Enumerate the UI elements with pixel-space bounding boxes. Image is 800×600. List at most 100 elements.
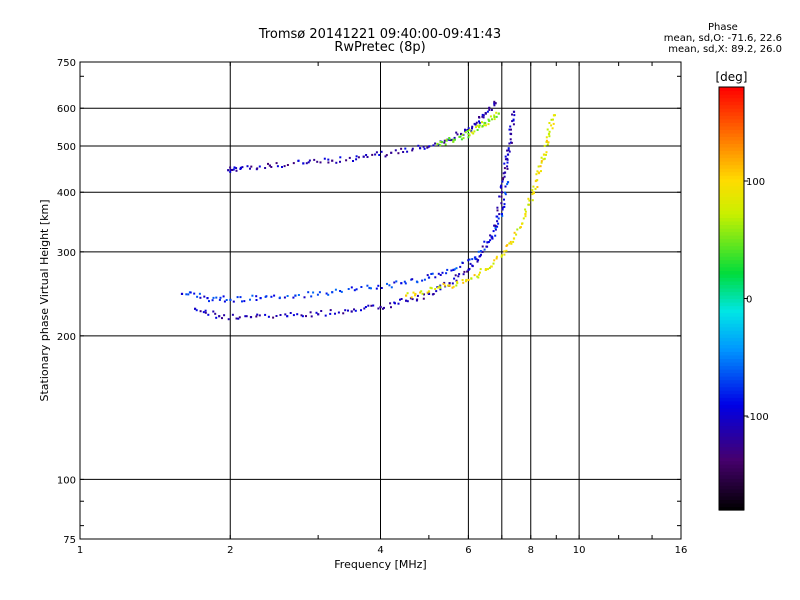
colorbar-segment — [719, 309, 744, 314]
scatter-point — [206, 297, 209, 300]
colorbar-segment — [719, 122, 744, 127]
scatter-point — [423, 278, 426, 281]
scatter-point — [527, 197, 530, 200]
scatter-point — [232, 300, 235, 303]
scatter-point — [501, 180, 504, 183]
scatter-point — [405, 299, 408, 302]
scatter-point — [195, 309, 198, 312]
scatter-point — [489, 239, 492, 242]
scatter-point — [335, 161, 338, 164]
scatter-point — [551, 127, 554, 130]
colorbar-segment — [719, 206, 744, 211]
scatter-point — [435, 290, 438, 293]
scatter-point — [231, 169, 234, 171]
scatter-point — [458, 136, 461, 138]
colorbar-segment — [719, 94, 744, 99]
colorbar-segment — [719, 164, 744, 169]
colorbar-segment — [719, 287, 744, 293]
scatter-point — [536, 186, 539, 188]
colorbar-segment — [719, 464, 744, 469]
colorbar-segment — [719, 298, 744, 303]
scatter-point — [465, 278, 468, 281]
colorbar-segment — [719, 171, 744, 176]
colorbar-segment — [719, 182, 744, 187]
colorbar-segment — [719, 178, 744, 183]
scatter-point — [550, 124, 553, 127]
scatter-point — [250, 165, 253, 168]
colorbar-segment — [719, 270, 744, 275]
scatter-point — [448, 282, 451, 285]
scatter-point — [471, 258, 474, 261]
scatter-point — [462, 273, 465, 276]
scatter-point — [473, 274, 476, 277]
scatter-point — [521, 222, 523, 225]
scatter-point — [227, 318, 230, 321]
scatter-point — [479, 271, 481, 274]
scatter-point — [448, 137, 451, 139]
scatter-point — [474, 256, 477, 259]
scatter-point — [503, 250, 506, 253]
scatter-point — [441, 141, 444, 144]
x-tick-label: 4 — [377, 545, 383, 556]
scatter-point — [423, 293, 425, 296]
scatter-point — [347, 288, 350, 290]
scatter-point — [258, 314, 261, 317]
colorbar-segment — [719, 139, 744, 145]
scatter-point — [345, 159, 348, 162]
scatter-point — [294, 294, 297, 297]
scatter-point — [185, 293, 188, 296]
scatter-point — [490, 265, 493, 268]
scatter-point — [456, 282, 459, 285]
scatter-point — [400, 282, 403, 285]
scatter-point — [548, 130, 551, 133]
colorbar-segment — [719, 344, 744, 349]
scatter-point — [370, 304, 373, 307]
scatter-point — [406, 292, 409, 295]
scatter-point — [534, 187, 537, 190]
colorbar-segment — [719, 358, 744, 363]
scatter-point — [506, 181, 510, 184]
scatter-point — [484, 124, 487, 127]
scatter-point — [484, 122, 487, 125]
scatter-point — [339, 156, 342, 159]
scatter-point — [404, 282, 407, 285]
scatter-point — [446, 268, 449, 271]
colorbar-segment — [719, 266, 744, 271]
scatter-point — [510, 242, 513, 245]
scatter-point — [327, 158, 330, 161]
scatter-point — [470, 131, 473, 134]
scatter-point — [275, 162, 278, 165]
scatter-point — [493, 102, 496, 105]
scatter-point — [223, 314, 226, 317]
scatter-point — [431, 272, 434, 275]
colorbar-segment — [719, 185, 744, 190]
colorbar-segment — [719, 351, 744, 356]
scatter-point — [548, 135, 551, 138]
colorbar-segment — [719, 136, 744, 141]
scatter-point — [313, 158, 316, 161]
scatter-point — [504, 193, 507, 196]
scatter-point — [402, 151, 405, 153]
chart-subtitle: RwPretec (8p) — [334, 40, 426, 55]
colorbar-segment — [719, 153, 744, 159]
scatter-point — [204, 311, 207, 314]
scatter-point — [406, 300, 409, 303]
scatter-point — [502, 177, 505, 180]
scatter-point — [524, 215, 527, 218]
y-tick-label: 750 — [57, 58, 76, 69]
colorbar-segment — [719, 249, 744, 254]
scatter-point — [264, 313, 267, 316]
scatter-point — [428, 145, 431, 148]
scatter-point — [310, 315, 313, 318]
scatter-point — [229, 166, 232, 169]
scatter-point — [417, 144, 420, 147]
scatter-point — [545, 151, 548, 154]
scatter-point — [531, 199, 534, 202]
scatter-point — [491, 118, 493, 121]
scatter-point — [371, 153, 374, 156]
scatter-point — [374, 153, 377, 156]
scatter-point — [377, 307, 380, 310]
scatter-point — [414, 292, 417, 295]
scatter-point — [493, 116, 496, 118]
scatter-point — [202, 311, 205, 314]
